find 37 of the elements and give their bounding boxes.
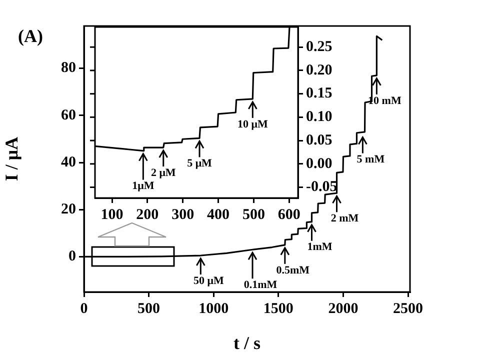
- annotation: 1mM: [307, 241, 333, 254]
- annotation: 5 mM: [356, 154, 386, 166]
- y-tick-label: -0.05: [306, 179, 338, 196]
- x-axis-title: t / s: [234, 332, 260, 353]
- annotation: 2 μM: [150, 166, 176, 179]
- x-tick-label: 1500: [263, 300, 294, 317]
- y-tick-label: 0: [68, 248, 76, 265]
- x-tick-label: 100: [100, 206, 124, 223]
- annotation: 5 μM: [187, 158, 213, 170]
- x-tick-label: 400: [207, 206, 230, 223]
- x-tick-label: 500: [242, 206, 265, 223]
- y-tick-label: 40: [61, 154, 76, 170]
- y-tick-label: 80: [61, 60, 76, 76]
- x-tick-label: 1000: [198, 300, 229, 317]
- annotation: 50 μM: [193, 274, 224, 287]
- y-tick-label: 0.20: [306, 62, 332, 78]
- y-tick-label: 0.00: [306, 156, 332, 172]
- y-tick-label: 60: [61, 107, 76, 124]
- x-tick-label: 300: [172, 206, 194, 223]
- x-tick-label: 2500: [393, 300, 424, 317]
- annotation: 2 mM: [330, 212, 360, 224]
- x-tick-label: 0: [80, 300, 88, 317]
- y-tick-label: 0.25: [306, 38, 332, 55]
- annotation: 10 μM: [237, 118, 268, 130]
- y-axis-title: I / μA: [1, 136, 22, 182]
- y-tick-label: 0.05: [306, 132, 332, 148]
- y-tick-label: 0.15: [306, 86, 332, 102]
- annotation: 0.1mM: [244, 278, 278, 291]
- x-tick-label: 2000: [328, 300, 358, 317]
- y-tick-label: 20: [61, 201, 76, 218]
- chart-title: (A): [18, 26, 43, 46]
- annotation: 0.5mM: [276, 264, 310, 276]
- y-tick-label: 0.10: [306, 109, 332, 126]
- x-tick-label: 200: [136, 206, 159, 223]
- x-tick-label: 500: [138, 300, 160, 317]
- x-tick-label: 600: [278, 206, 300, 223]
- annotation: 1μM: [132, 180, 155, 192]
